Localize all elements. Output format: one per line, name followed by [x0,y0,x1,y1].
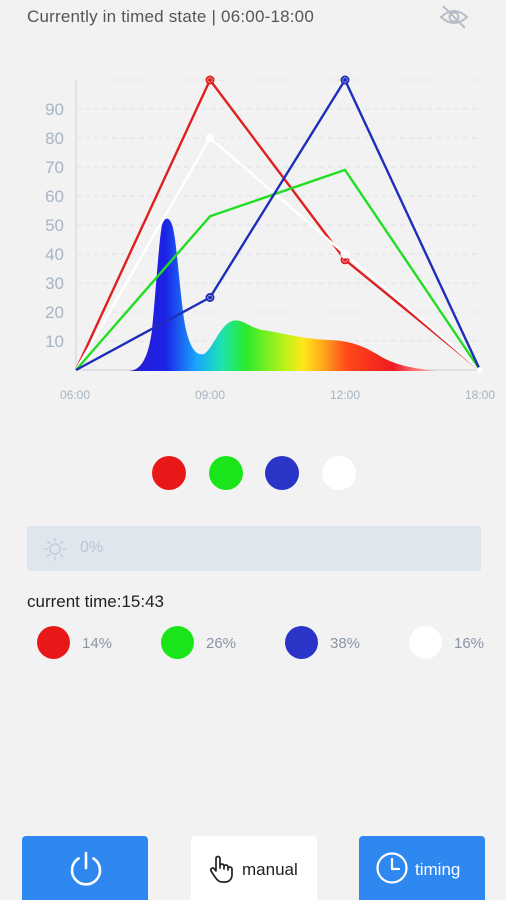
channel-red-percent: 14% [82,635,113,652]
series-point-core-3-1 [208,295,212,300]
y-tick-label: 90 [45,100,64,119]
manual-label: manual [242,860,298,879]
y-tick-label: 30 [45,274,64,293]
channel-white-percent: 16% [454,635,485,652]
timed-state-text: Currently in timed state | 06:00-18:00 [27,7,314,26]
timing-button[interactable]: timing [359,836,485,900]
channel-blue-dot [285,626,318,659]
light-spectrum-area [128,218,440,371]
swatch-blue[interactable] [265,456,299,490]
sun-icon [43,537,67,561]
power-icon [70,851,102,886]
chart-series [74,75,483,373]
brightness-slider[interactable]: 0% [27,526,481,571]
y-tick-label: 20 [45,303,64,322]
swatch-red[interactable] [152,456,186,490]
channel-green-dot [161,626,194,659]
series-line-1 [74,136,481,371]
channel-white-dot [409,626,442,659]
series-endpoint [477,367,483,373]
x-tick-label: 09:00 [195,388,225,402]
y-tick-label: 50 [45,216,64,235]
brightness-value: 0% [80,539,104,556]
y-tick-label: 10 [45,332,64,351]
x-tick-label: 18:00 [465,388,495,402]
timing-label: timing [415,860,461,879]
series-line-0 [74,78,481,371]
clock-icon [376,852,408,884]
channel-red-dot [37,626,70,659]
eye-off-icon[interactable] [438,2,470,32]
series-line-2 [75,168,481,371]
series-point-core-3-2 [343,78,347,82]
spectrum-chart: 10 20 30 40 50 60 70 80 90 06:00 09:00 12:00 18:00 [45,75,495,402]
series-point-1-2[interactable] [340,249,350,259]
power-button[interactable] [22,836,148,900]
manual-button[interactable]: manual [191,836,317,900]
y-tick-label: 80 [45,129,64,148]
status-bar: Currently in timed state | 06:00-18:00 [0,0,506,36]
series-point-core-0-1 [208,78,212,82]
x-tick-label: 12:00 [330,388,360,402]
chart-grid [75,79,480,371]
y-tick-label: 60 [45,187,64,206]
color-swatches [0,456,506,496]
chart-ticks: 10 20 30 40 50 60 70 80 90 06:00 09:00 12:00 18:00 [45,100,495,402]
current-time: current time:15:43 [27,592,165,611]
hand-pointer-icon [209,855,233,883]
channel-green-percent: 26% [206,635,237,652]
series-point-core-0-2 [343,257,347,262]
y-tick-label: 70 [45,158,64,177]
x-tick-label: 06:00 [60,388,90,402]
series-point-1-1[interactable] [205,133,215,143]
swatch-green[interactable] [209,456,243,490]
channel-blue-percent: 38% [330,635,361,652]
swatch-white[interactable] [322,456,356,490]
series-line-3 [75,78,482,372]
y-tick-label: 40 [45,245,64,264]
